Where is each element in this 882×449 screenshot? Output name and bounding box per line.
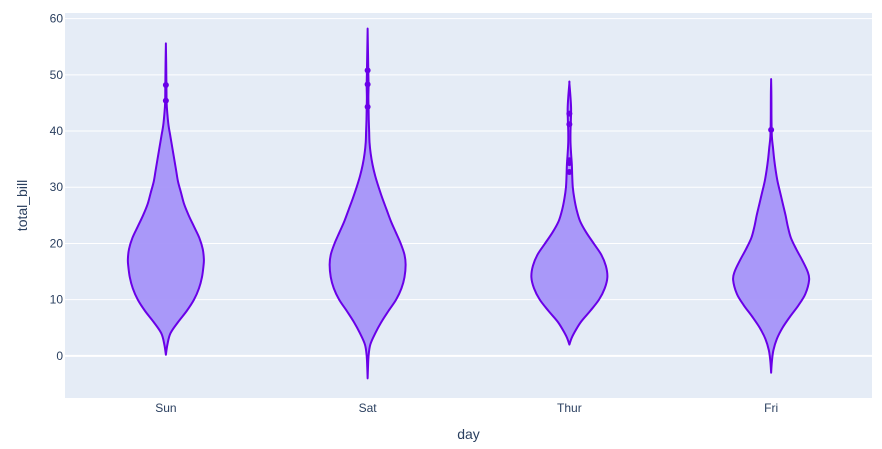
outlier-point bbox=[566, 157, 573, 164]
violins bbox=[126, 27, 811, 380]
outlier-point bbox=[566, 110, 573, 117]
violin-body-sat bbox=[328, 27, 407, 380]
y-tick-label: 10 bbox=[50, 293, 64, 307]
y-tick-label: 40 bbox=[50, 124, 64, 138]
x-axis-title: day bbox=[457, 426, 480, 442]
outlier-point bbox=[162, 97, 169, 104]
outlier-point bbox=[162, 81, 169, 88]
x-tick-label-sun: Sun bbox=[155, 401, 176, 415]
y-tick-label: 20 bbox=[50, 236, 64, 250]
violin-body-fri bbox=[732, 78, 811, 374]
y-tick-label: 0 bbox=[56, 349, 63, 363]
violin-thur bbox=[530, 80, 609, 346]
y-tick-label: 30 bbox=[50, 180, 64, 194]
violin-fri bbox=[732, 78, 811, 374]
y-axis-ticks: 0 10 20 30 40 50 60 bbox=[50, 12, 64, 363]
x-axis-ticks: Sun Sat Thur Fri bbox=[155, 401, 778, 415]
violin-sun bbox=[126, 42, 205, 356]
outlier-point bbox=[364, 103, 371, 110]
y-tick-label: 60 bbox=[50, 12, 64, 26]
violin-sat bbox=[328, 27, 407, 380]
violin-body-sun bbox=[126, 42, 205, 356]
outlier-point bbox=[364, 81, 371, 88]
outlier-point bbox=[566, 169, 573, 176]
outlier-point bbox=[364, 67, 371, 74]
outlier-point bbox=[566, 121, 573, 128]
plot-area bbox=[65, 13, 872, 398]
outlier-point bbox=[768, 126, 775, 133]
y-axis-title: total_bill bbox=[14, 180, 30, 231]
x-tick-label-sat: Sat bbox=[359, 401, 378, 415]
x-tick-label-thur: Thur bbox=[557, 401, 582, 415]
x-tick-label-fri: Fri bbox=[764, 401, 778, 415]
violin-body-thur bbox=[530, 80, 609, 346]
y-tick-label: 50 bbox=[50, 68, 64, 82]
